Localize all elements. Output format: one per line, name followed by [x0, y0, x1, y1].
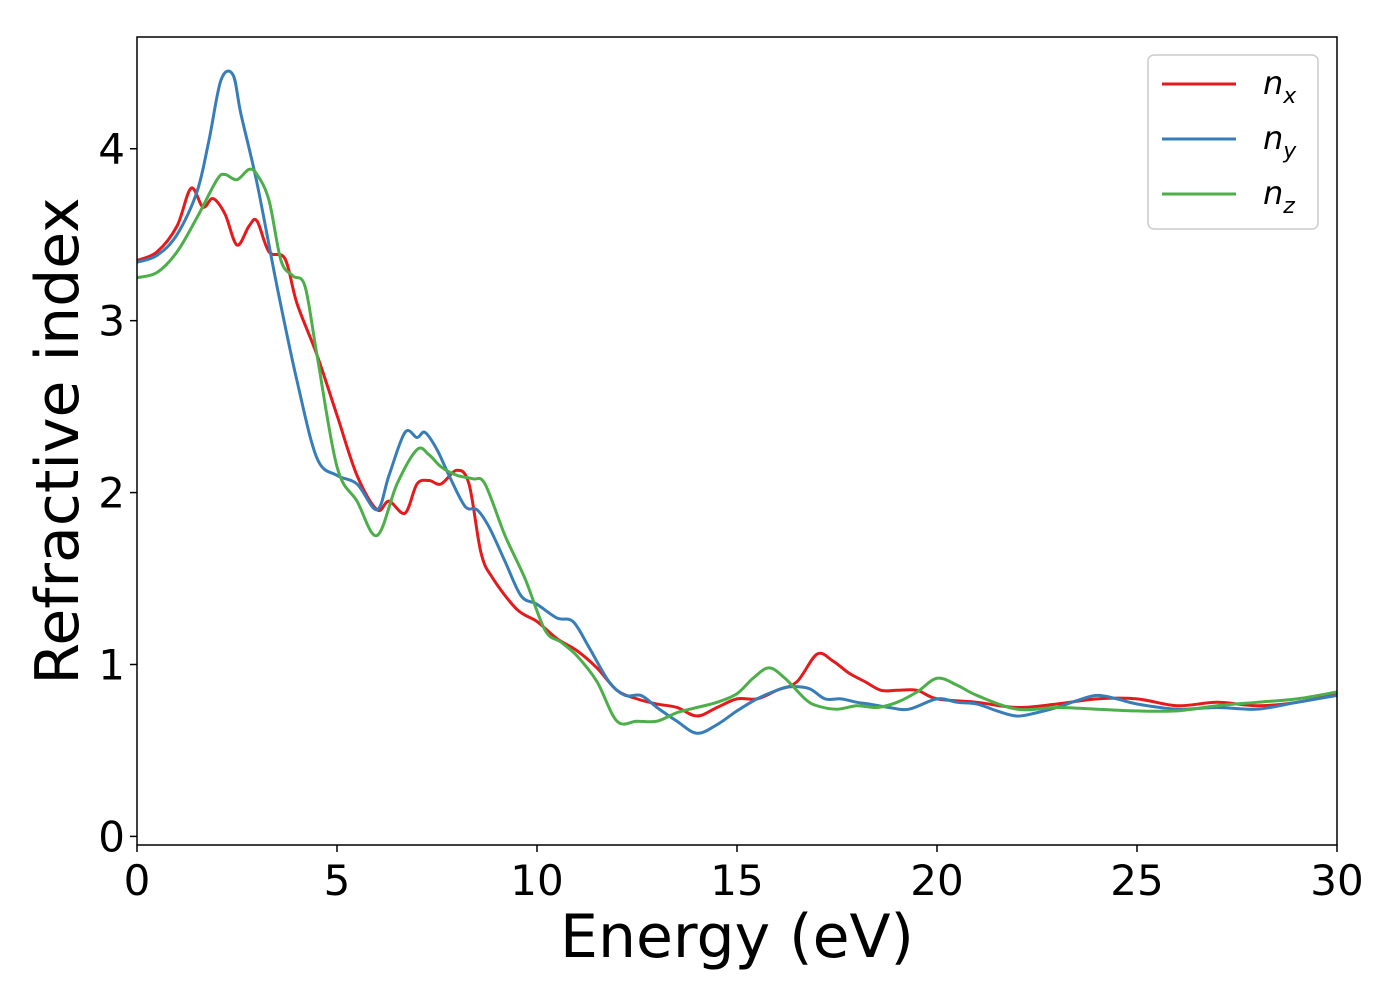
x-tick-label: 5	[324, 856, 351, 905]
plot-lines	[136, 69, 1338, 735]
x-axis-ticks: 0 5 10 15 20 25 30	[124, 845, 1364, 905]
x-axis-title: Energy (eV)	[560, 902, 914, 972]
y-tick-label: 3	[98, 297, 125, 346]
legend-box	[1147, 54, 1319, 230]
x-tick-label: 25	[1110, 856, 1163, 905]
x-tick-label: 10	[510, 856, 563, 905]
y-tick-label: 1	[98, 640, 125, 689]
y-tick-label: 4	[98, 125, 125, 174]
x-tick-label: 15	[710, 856, 763, 905]
x-tick-label: 20	[910, 856, 963, 905]
series-line-n-z	[136, 167, 1338, 726]
y-axis-ticks: 0 1 2 3 4	[98, 125, 137, 861]
series-line-n-y	[136, 69, 1338, 735]
y-axis-title: Refractive index	[23, 197, 93, 684]
legend-label: ny	[1263, 119, 1297, 164]
x-tick-label: 0	[124, 856, 151, 905]
legend-label: nx	[1263, 64, 1297, 109]
x-tick-label: 30	[1310, 856, 1363, 905]
y-tick-label: 0	[98, 812, 125, 861]
legend: nx ny nz	[1147, 54, 1319, 230]
legend-label: nz	[1263, 174, 1295, 219]
y-tick-label: 2	[98, 469, 125, 518]
